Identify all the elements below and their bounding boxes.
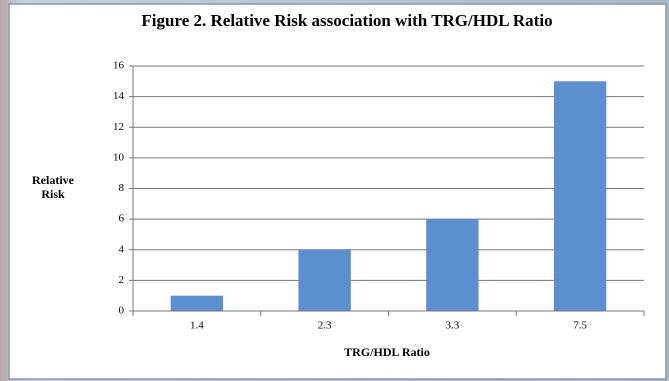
chart: Figure 2. Relative Risk association with… [0,0,669,381]
chart-title: Figure 2. Relative Risk association with… [141,11,552,30]
y-tick-label: 0 [119,305,125,317]
x-tick-label: 7.5 [573,320,587,332]
bar [426,219,478,311]
x-axis-label: TRG/HDL Ratio [344,345,430,359]
bar [298,250,350,311]
y-tick-label: 8 [119,182,125,194]
y-tick-label: 2 [119,274,125,286]
y-tick-label: 14 [113,90,125,102]
x-tick-label: 1.4 [190,320,204,332]
y-tick-label: 12 [113,121,124,133]
page: Figure 2. Relative Risk association with… [0,0,669,381]
x-tick-label: 2.3 [318,320,332,332]
x-tick-label: 3.3 [446,320,460,332]
y-tick-label: 10 [113,151,125,163]
y-tick-label: 6 [119,213,125,225]
y-axis-label: Relative Risk [30,173,76,201]
y-tick-label: 4 [119,243,125,255]
y-tick-label: 16 [113,60,125,72]
bar [171,296,223,311]
bar [554,81,606,311]
